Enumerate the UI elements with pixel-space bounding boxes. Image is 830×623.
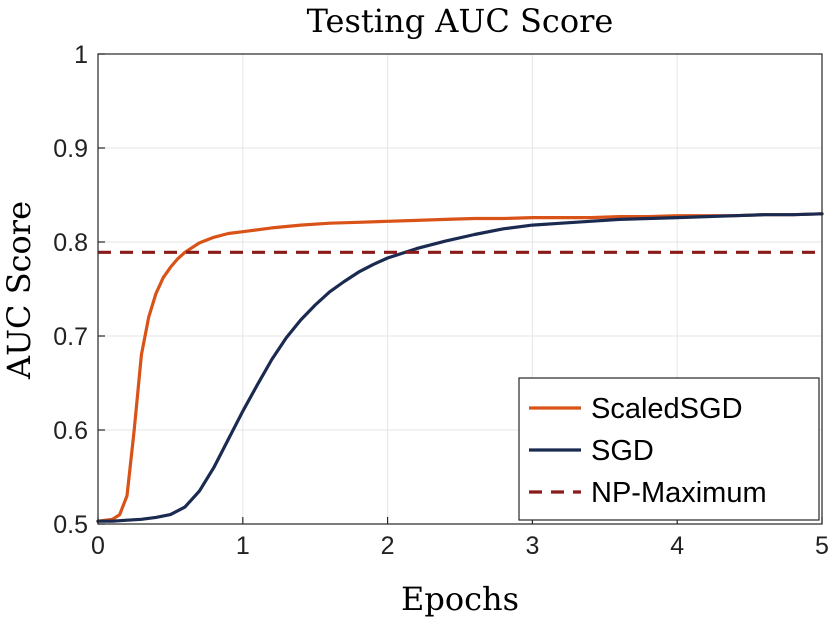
x-tick-label: 1 [236, 532, 250, 560]
legend: ScaledSGD SGD NP-Maximum [518, 377, 820, 521]
x-tick-label: 3 [525, 532, 539, 560]
x-tick-label: 2 [381, 532, 395, 560]
y-tick-label: 1 [74, 41, 88, 69]
y-tick-label: 0.9 [53, 135, 88, 163]
legend-entry: ScaledSGD [591, 393, 743, 425]
x-tick-label: 0 [91, 532, 105, 560]
y-tick-label: 0.6 [53, 417, 88, 445]
series-line-sgd [96, 212, 824, 523]
legend-entry: SGD [591, 435, 654, 467]
series-line-scaledsgd [96, 212, 824, 523]
y-tick-label: 0.7 [53, 323, 88, 351]
y-axis-label: AUC Score [0, 201, 38, 380]
x-tick-label: 5 [815, 532, 829, 560]
x-axis-label: Epochs [401, 580, 519, 618]
plot-frame [97, 53, 823, 525]
x-tick-label: 4 [670, 532, 684, 560]
y-tick-label: 0.5 [53, 511, 88, 539]
y-tick-label: 0.8 [53, 229, 88, 257]
axis-ticks: 0 1 2 3 4 5 0.5 0.6 0.7 0.8 0.9 1 [53, 41, 829, 560]
legend-entry: NP-Maximum [591, 477, 767, 509]
series-lines [96, 212, 824, 523]
chart-title: Testing AUC Score [307, 2, 614, 40]
